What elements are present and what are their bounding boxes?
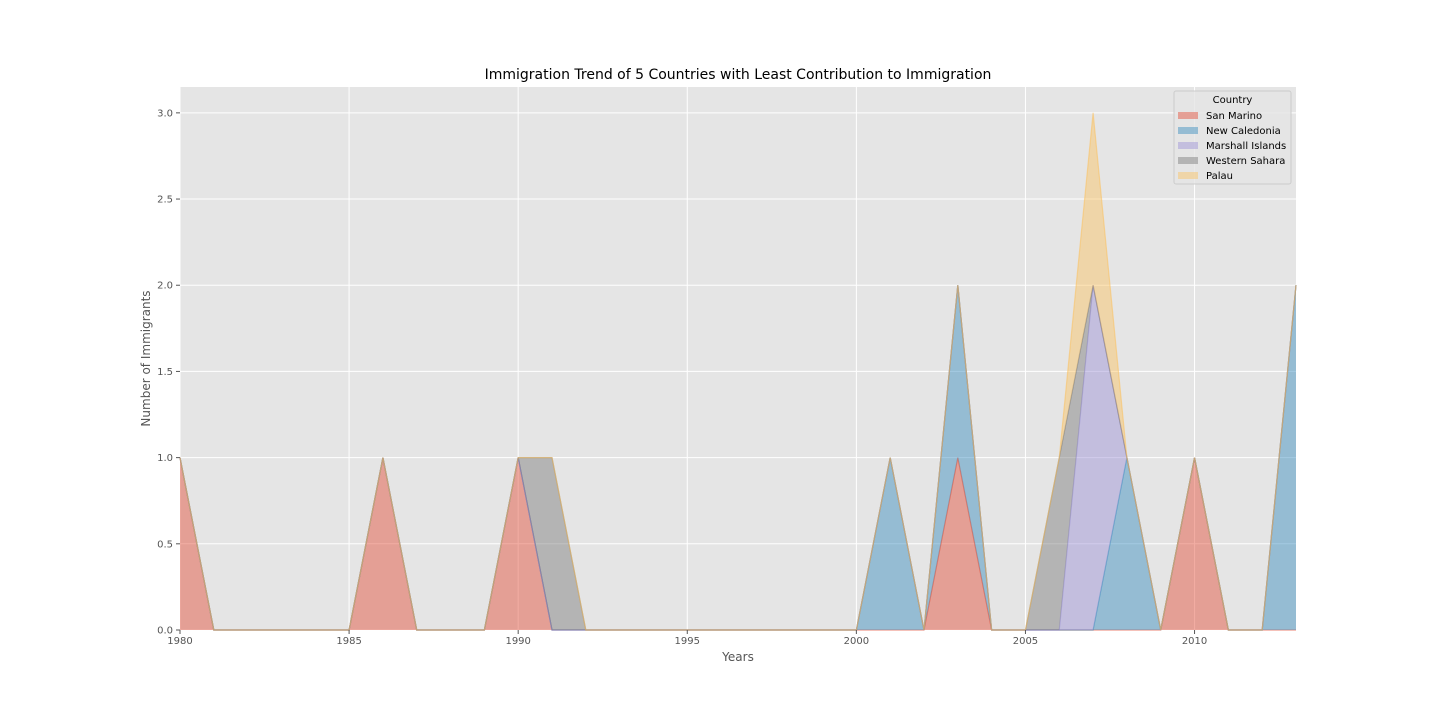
line-palau (179, 112, 1297, 631)
y-tick-label: 0.0 (157, 626, 173, 637)
x-tick-label: 1980 (167, 636, 192, 647)
legend-label-new-caledonia: New Caledonia (1206, 126, 1281, 137)
legend-swatch-western-sahara (1178, 157, 1198, 164)
stacked-areas (179, 112, 1297, 631)
legend-swatch-palau (1178, 172, 1198, 179)
legend-label-western-sahara: Western Sahara (1206, 156, 1285, 167)
legend-label-marshall-islands: Marshall Islands (1206, 141, 1286, 152)
y-tick-label: 0.5 (157, 539, 173, 550)
legend-label-san-marino: San Marino (1206, 111, 1262, 122)
area-western-sahara (180, 285, 1296, 630)
y-tick-label: 3.0 (157, 108, 173, 119)
x-tick-label: 2000 (844, 636, 869, 647)
area-san-marino (180, 457, 1296, 630)
legend-swatch-marshall-islands (1178, 142, 1198, 149)
legend-box (1173, 90, 1292, 185)
x-tick-label: 2010 (1182, 636, 1207, 647)
legend-label-palau: Palau (1206, 171, 1233, 182)
x-axis-title: Years (721, 650, 754, 664)
x-tick-label: 1990 (505, 636, 530, 647)
legend-swatch-new-caledonia (1178, 127, 1198, 134)
y-tick-label: 1.5 (157, 367, 173, 378)
x-tick-label: 1995 (675, 636, 700, 647)
axis-ticks: 1980 1985 1990 1995 2000 2005 2010 0.0 0.5 1.0 1.5… (157, 108, 1207, 647)
y-tick-label: 2.0 (157, 281, 173, 292)
plot-area (180, 87, 1296, 630)
x-tick-label: 2005 (1013, 636, 1038, 647)
x-tick-label: 1985 (336, 636, 361, 647)
chart-title: Immigration Trend of 5 Countries with Le… (485, 67, 992, 83)
legend-swatch-san-marino (1178, 112, 1198, 119)
area-palau (180, 112, 1296, 631)
y-axis-title: Number of Immigrants (139, 290, 153, 426)
y-tick-label: 2.5 (157, 195, 173, 206)
legend: Country San Marino New Caledonia Marshall … (1173, 90, 1292, 185)
legend-title: Country (1213, 95, 1253, 106)
y-tick-label: 1.0 (157, 453, 173, 464)
